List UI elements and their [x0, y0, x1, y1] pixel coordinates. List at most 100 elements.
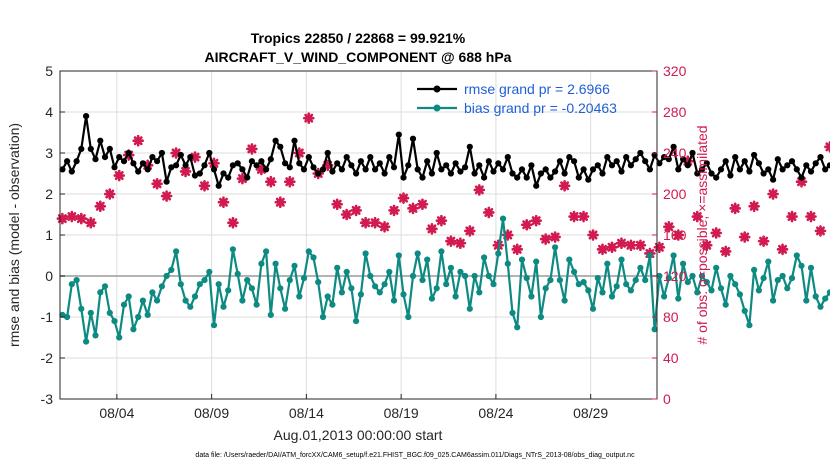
obs-count-marker [113, 169, 126, 182]
rmse-point [267, 156, 274, 163]
rmse-point [727, 172, 734, 179]
obs-count-marker [103, 188, 116, 200]
rmse-point [717, 166, 725, 173]
rmse-point [552, 168, 559, 175]
bias-point [310, 254, 317, 261]
bias-point [798, 262, 805, 269]
bias-point [120, 301, 128, 308]
rmse-point [708, 170, 715, 177]
obs-count-marker [691, 210, 704, 223]
bias-point [665, 275, 672, 282]
rmse-point [419, 174, 426, 181]
rmse-point [248, 158, 255, 165]
bias-point [139, 297, 146, 304]
bias-point [770, 297, 777, 304]
rmse-point [381, 170, 388, 177]
obs-count-marker [729, 202, 741, 215]
obs-count-marker [56, 212, 69, 225]
obs-count-marker [748, 200, 760, 213]
rmse-point [239, 166, 246, 173]
bias-point [632, 277, 639, 284]
rmse-point [518, 166, 526, 173]
bias-point [575, 281, 582, 288]
bias-point [367, 272, 374, 280]
rmse-point [580, 166, 587, 173]
bias-point [476, 289, 483, 296]
rmse-point [433, 149, 440, 157]
rmse-point [803, 162, 810, 169]
bias-point [689, 272, 696, 280]
obs-count-marker [369, 216, 381, 229]
bias-point [812, 293, 819, 300]
bias-point [239, 297, 246, 304]
obs-count-marker [511, 243, 524, 256]
rmse-point [793, 166, 800, 173]
rmse-point [575, 174, 582, 181]
rmse-point [561, 170, 568, 177]
rmse-point [282, 160, 289, 167]
bias-point [305, 248, 312, 255]
obs-count-marker [293, 147, 306, 159]
bias-point [722, 301, 729, 308]
bias-point [135, 313, 142, 321]
bias-point [452, 293, 459, 300]
right-tick-label: 200 [663, 186, 687, 202]
bias-point [87, 309, 94, 316]
obs-count-marker [302, 112, 315, 124]
rmse-point [627, 162, 635, 169]
bias-point [514, 324, 521, 331]
rmse-point [196, 170, 203, 177]
rmse-point [755, 160, 763, 167]
rmse-point [770, 176, 777, 183]
bias-point [447, 264, 454, 271]
bias-point [258, 260, 265, 267]
rmse-point [684, 162, 691, 169]
rmse-point [73, 158, 80, 165]
obs-count-marker [710, 227, 723, 239]
rmse-point [106, 145, 113, 152]
obs-count-marker [464, 225, 476, 237]
x-tick-label: 08/14 [289, 405, 324, 421]
rmse-point [746, 168, 753, 175]
rmse-point [438, 166, 445, 173]
bias-point [466, 305, 473, 312]
obs-count-marker [283, 175, 296, 188]
bias-point [784, 285, 791, 292]
rmse-point [343, 154, 350, 161]
bias-point [372, 283, 379, 290]
obs-count-marker [66, 210, 78, 223]
bias-point [182, 297, 189, 304]
bias-point [708, 287, 715, 294]
bias-point [751, 266, 758, 273]
obs-count-marker [170, 147, 182, 159]
rmse-point [173, 162, 180, 169]
obs-count-marker [132, 134, 144, 147]
left-axis-ticks: -3 -2 -1 0 1 2 3 4 5 [41, 63, 65, 407]
rmse-point [120, 158, 128, 165]
rmse-point [812, 160, 819, 167]
bias-point [177, 281, 184, 288]
obs-count-marker [824, 141, 830, 153]
rmse-point [87, 145, 94, 152]
obs-count-marker [606, 241, 618, 254]
obs-count-marker [321, 159, 334, 172]
y-tick-label: -3 [41, 391, 54, 407]
rmse-point [277, 143, 284, 150]
right-tick-label: 120 [663, 268, 687, 284]
bias-point [267, 311, 274, 318]
rmse-point [225, 174, 232, 181]
bias-point [390, 297, 398, 304]
obs-count-marker [227, 216, 239, 229]
bias-point [220, 303, 227, 310]
obs-count-marker [634, 239, 647, 252]
obs-count-markers [56, 112, 830, 260]
bias-point [556, 277, 564, 284]
obs-count-marker [378, 221, 391, 233]
obs-count-marker [359, 216, 372, 229]
bias-point [736, 291, 744, 298]
bias-point [684, 279, 691, 286]
obs-count-marker [246, 143, 258, 155]
bias-point [78, 305, 85, 312]
obs-count-marker [625, 239, 637, 252]
rmse-point [424, 158, 431, 165]
